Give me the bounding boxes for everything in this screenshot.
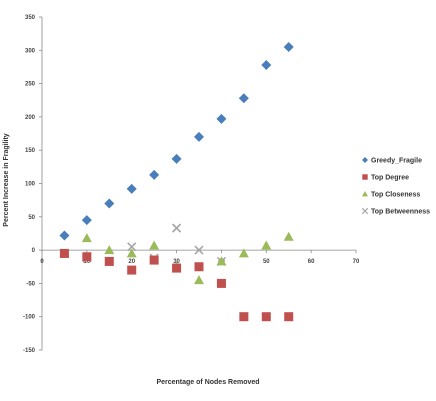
- point-top-betweenness: [172, 223, 182, 233]
- point-top-degree: [172, 263, 182, 273]
- point-top-closeness: [261, 240, 272, 250]
- legend-marker-top-degree: [362, 174, 368, 180]
- point-top-closeness: [238, 248, 249, 258]
- data-marks: [59, 41, 294, 322]
- y-tick-label: 350: [25, 15, 36, 21]
- point-top-degree: [239, 312, 249, 322]
- point-greedy-fragile: [104, 198, 115, 209]
- x-tick-label: 30: [173, 259, 180, 265]
- point-top-closeness: [104, 245, 115, 255]
- point-greedy-fragile: [283, 41, 294, 52]
- x-tick-label: 0: [40, 259, 44, 265]
- point-top-closeness: [149, 240, 160, 250]
- y-tick-label: -100: [23, 315, 36, 321]
- x-tick-label: 10: [84, 259, 91, 265]
- y-tick-label: -50: [26, 281, 35, 287]
- point-top-betweenness: [127, 242, 137, 252]
- point-top-closeness: [81, 233, 92, 243]
- x-axis-title: Percentage of Nodes Removed: [156, 379, 259, 386]
- y-axis-title: Percent Increase in Fragility: [3, 133, 10, 226]
- point-top-degree: [261, 312, 271, 322]
- point-greedy-fragile: [238, 93, 249, 104]
- point-top-closeness: [283, 231, 294, 241]
- point-greedy-fragile: [216, 113, 227, 124]
- point-greedy-fragile: [261, 59, 272, 70]
- legend-marker-greedy-fragile: [362, 157, 368, 163]
- y-tick-label: 0: [32, 248, 36, 254]
- point-top-closeness: [126, 248, 137, 258]
- legend-marker-top-betweenness: [361, 207, 369, 215]
- y-tick-label: 300: [25, 48, 36, 54]
- point-top-betweenness-stroke: [194, 245, 204, 255]
- x-tick-label: 20: [128, 259, 135, 265]
- y-tick-label: 100: [25, 182, 36, 188]
- legend-swatch-top-closeness: [362, 191, 368, 197]
- point-top-degree: [82, 252, 92, 262]
- point-greedy-fragile: [59, 230, 70, 241]
- legend-label-greedy-fragile: Greedy_Fragile: [371, 158, 422, 165]
- point-top-degree: [284, 312, 294, 322]
- point-greedy-fragile: [149, 169, 160, 180]
- point-top-degree: [216, 278, 226, 288]
- y-tick-label: 150: [25, 148, 36, 154]
- point-greedy-fragile: [194, 131, 204, 142]
- point-top-betweenness-stroke: [172, 223, 182, 233]
- point-top-closeness: [194, 275, 204, 285]
- legend: Greedy_Fragile Top Degree Top Closeness Top…: [361, 157, 430, 216]
- legend-label-top-betweenness: Top Betweenness: [371, 209, 430, 216]
- point-top-degree: [149, 255, 159, 265]
- y-tick-label: 200: [25, 115, 36, 121]
- point-top-betweenness: [194, 245, 204, 255]
- legend-label-top-closeness: Top Closeness: [371, 192, 420, 199]
- point-top-betweenness-stroke: [127, 242, 137, 252]
- legend-swatch-top-betweenness: [361, 207, 369, 215]
- x-tick-label: 70: [353, 259, 360, 265]
- point-top-degree: [127, 265, 137, 275]
- legend-marker-top-closeness: [362, 191, 368, 197]
- x-tick-label: 50: [263, 259, 270, 265]
- legend-swatch-greedy-fragile: [362, 157, 368, 163]
- point-top-degree: [194, 262, 204, 272]
- point-greedy-fragile: [171, 153, 182, 164]
- y-tick-label: -150: [23, 348, 36, 354]
- point-top-degree: [59, 248, 69, 258]
- x-tick-label: 60: [308, 259, 315, 265]
- legend-label-top-degree: Top Degree: [371, 175, 409, 182]
- point-top-degree: [104, 256, 114, 266]
- axes: -150-100-5005010015020025030035001020304…: [23, 15, 360, 354]
- point-greedy-fragile: [81, 215, 92, 226]
- point-top-closeness: [216, 256, 227, 266]
- y-tick-label: 250: [25, 82, 36, 88]
- legend-marker-top-betweenness-stroke: [361, 207, 369, 215]
- point-greedy-fragile: [126, 183, 137, 194]
- legend-swatch-top-degree: [362, 174, 368, 180]
- y-tick-label: 50: [28, 215, 35, 221]
